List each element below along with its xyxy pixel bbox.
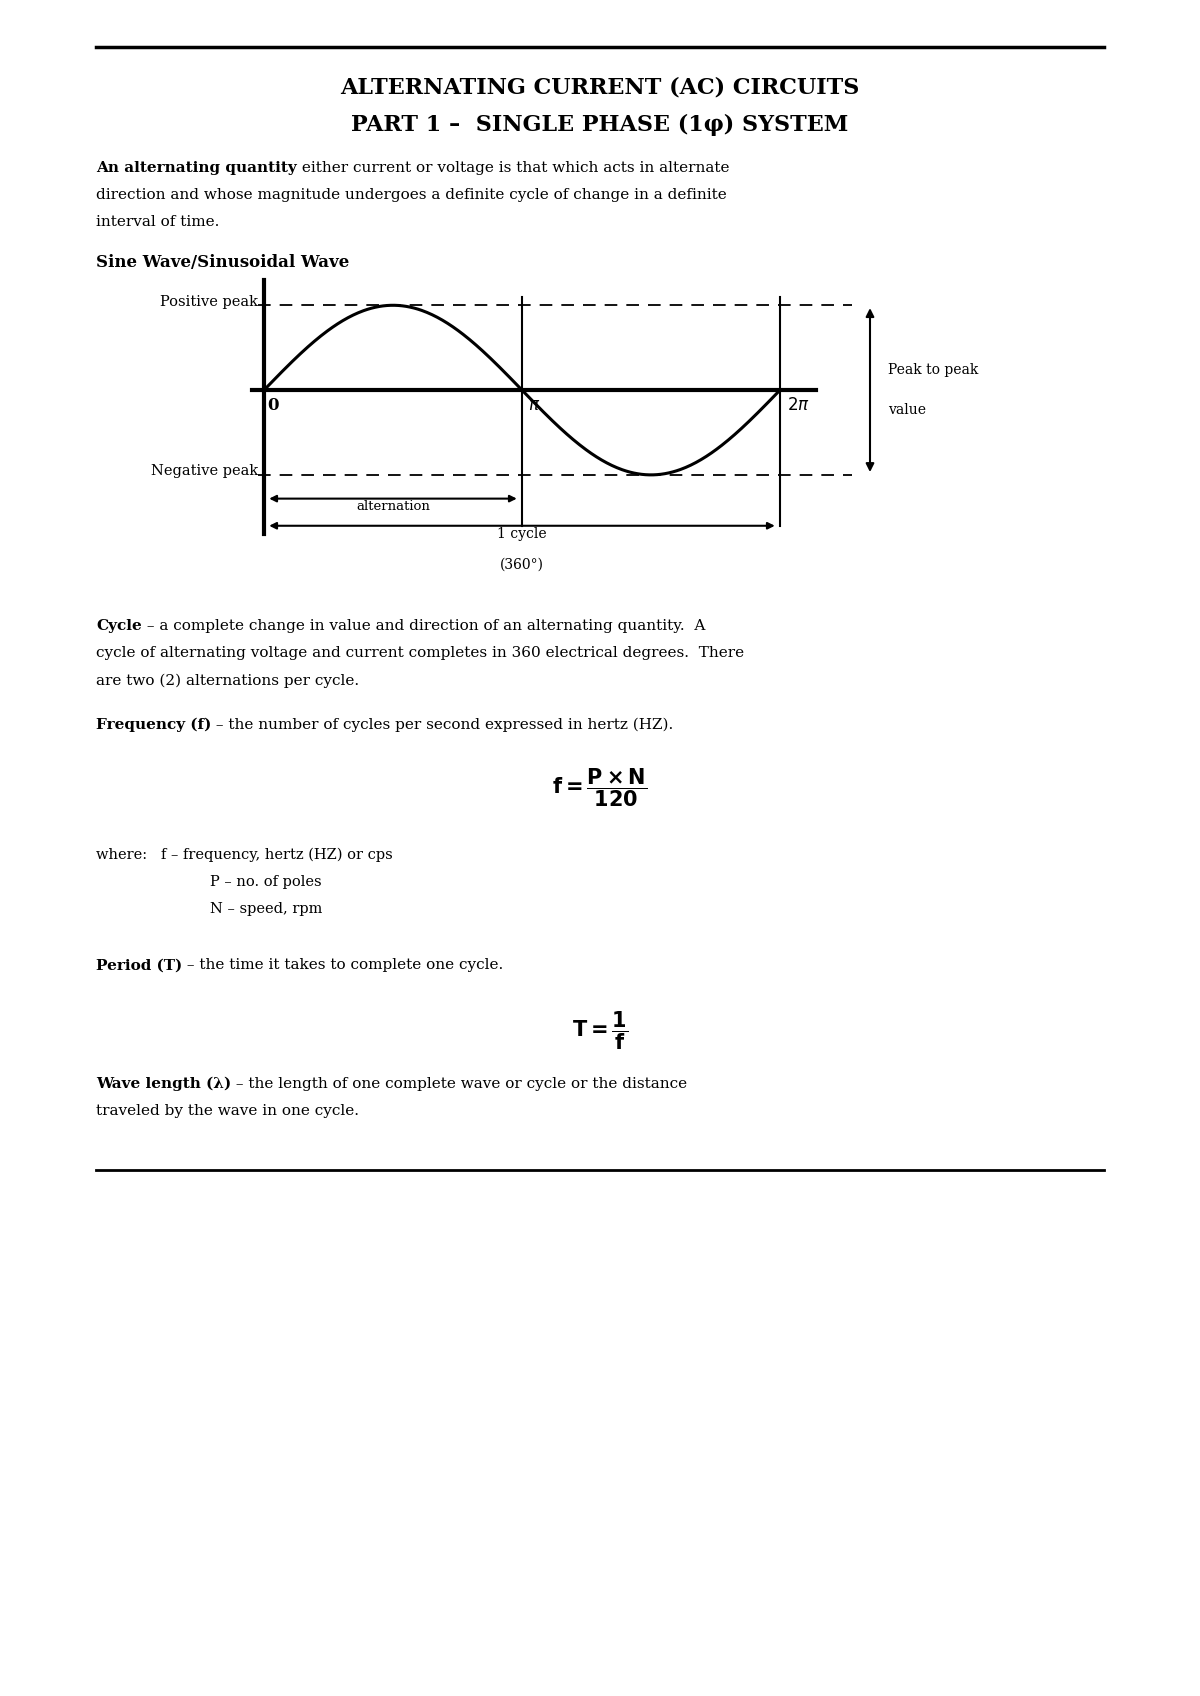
Text: $\pi$: $\pi$ bbox=[528, 397, 540, 414]
Text: Cycle: Cycle bbox=[96, 619, 142, 633]
Text: Period (T): Period (T) bbox=[96, 958, 182, 972]
Text: value: value bbox=[888, 404, 926, 417]
Text: alternation: alternation bbox=[356, 500, 430, 514]
Text: direction and whose magnitude undergoes a definite cycle of change in a definite: direction and whose magnitude undergoes … bbox=[96, 188, 727, 202]
Text: $\mathbf{T = \dfrac{1}{f}}$: $\mathbf{T = \dfrac{1}{f}}$ bbox=[572, 1009, 628, 1052]
Text: Sine Wave/Sinusoidal Wave: Sine Wave/Sinusoidal Wave bbox=[96, 254, 349, 271]
Text: Positive peak: Positive peak bbox=[160, 295, 258, 309]
Text: cycle of alternating voltage and current completes in 360 electrical degrees.  T: cycle of alternating voltage and current… bbox=[96, 646, 744, 660]
Text: N – speed, rpm: N – speed, rpm bbox=[210, 902, 323, 916]
Text: PART 1 –  SINGLE PHASE (1φ) SYSTEM: PART 1 – SINGLE PHASE (1φ) SYSTEM bbox=[352, 114, 848, 136]
Text: $\mathbf{f = \dfrac{P \times N}{120}}$: $\mathbf{f = \dfrac{P \times N}{120}}$ bbox=[552, 767, 648, 809]
Text: – the number of cycles per second expressed in hertz (HZ).: – the number of cycles per second expres… bbox=[211, 717, 673, 731]
Text: $2\pi$: $2\pi$ bbox=[787, 397, 810, 414]
Text: traveled by the wave in one cycle.: traveled by the wave in one cycle. bbox=[96, 1104, 359, 1118]
Text: (360°): (360°) bbox=[500, 558, 544, 572]
Text: – the length of one complete wave or cycle or the distance: – the length of one complete wave or cyc… bbox=[232, 1077, 688, 1091]
Text: Peak to peak: Peak to peak bbox=[888, 363, 978, 377]
Text: are two (2) alternations per cycle.: are two (2) alternations per cycle. bbox=[96, 673, 359, 687]
Text: where:   f – frequency, hertz (HZ) or cps: where: f – frequency, hertz (HZ) or cps bbox=[96, 848, 392, 862]
Text: 0: 0 bbox=[268, 397, 280, 414]
Text: P – no. of poles: P – no. of poles bbox=[210, 875, 322, 889]
Text: Negative peak: Negative peak bbox=[151, 465, 258, 478]
Text: 1 cycle: 1 cycle bbox=[497, 527, 547, 541]
Text: Frequency (f): Frequency (f) bbox=[96, 717, 211, 731]
Text: Wave length (λ): Wave length (λ) bbox=[96, 1077, 232, 1091]
Text: ALTERNATING CURRENT (AC) CIRCUITS: ALTERNATING CURRENT (AC) CIRCUITS bbox=[341, 76, 859, 98]
Text: – the time it takes to complete one cycle.: – the time it takes to complete one cycl… bbox=[182, 958, 504, 972]
Text: An alternating quantity: An alternating quantity bbox=[96, 161, 296, 175]
Text: – a complete change in value and direction of an alternating quantity.  A: – a complete change in value and directi… bbox=[142, 619, 706, 633]
Text: either current or voltage is that which acts in alternate: either current or voltage is that which … bbox=[296, 161, 730, 175]
Text: interval of time.: interval of time. bbox=[96, 215, 220, 229]
